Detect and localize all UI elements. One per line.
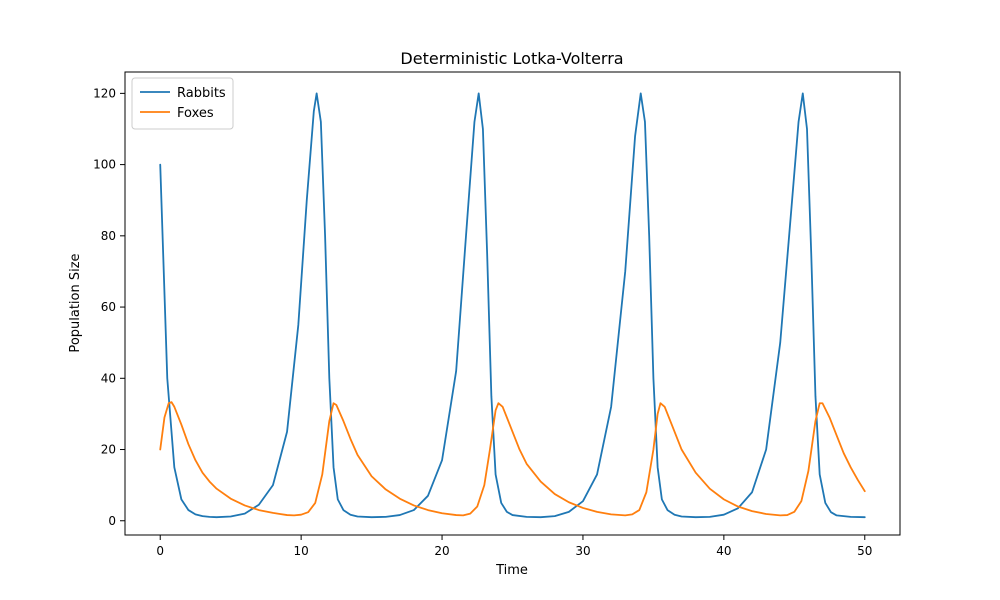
- x-axis-title: Time: [495, 563, 528, 578]
- x-tick-label: 30: [575, 544, 590, 558]
- series-line-rabbits: [159, 92, 866, 519]
- y-tick-label: 100: [93, 158, 116, 172]
- y-tick-label: 0: [108, 514, 116, 528]
- y-tick-label: 60: [101, 300, 116, 314]
- x-tick-label: 10: [293, 544, 308, 558]
- y-tick-label: 80: [101, 229, 116, 243]
- x-tick-label: 20: [434, 544, 449, 558]
- axes-frame: [124, 71, 901, 536]
- chart-title: Deterministic Lotka-Volterra: [400, 49, 623, 68]
- legend: Rabbits Foxes: [131, 77, 234, 130]
- x-tick-label: 0: [156, 544, 164, 558]
- y-tick-label: 20: [101, 443, 116, 457]
- y-axis-title: Population Size: [68, 253, 83, 352]
- x-tick-label: 40: [716, 544, 731, 558]
- legend-label-foxes: Foxes: [177, 106, 214, 121]
- legend-label-rabbits: Rabbits: [177, 86, 226, 101]
- legend-box: [131, 77, 234, 130]
- plot-area: [159, 92, 866, 519]
- x-tick-label: 50: [857, 544, 872, 558]
- series-line-foxes: [159, 401, 866, 517]
- y-tick-label: 40: [101, 371, 116, 385]
- y-tick-label: 120: [93, 86, 116, 100]
- axes: 0 10 20 30 40 50 0 20 40 60 80 100 120: [93, 86, 872, 558]
